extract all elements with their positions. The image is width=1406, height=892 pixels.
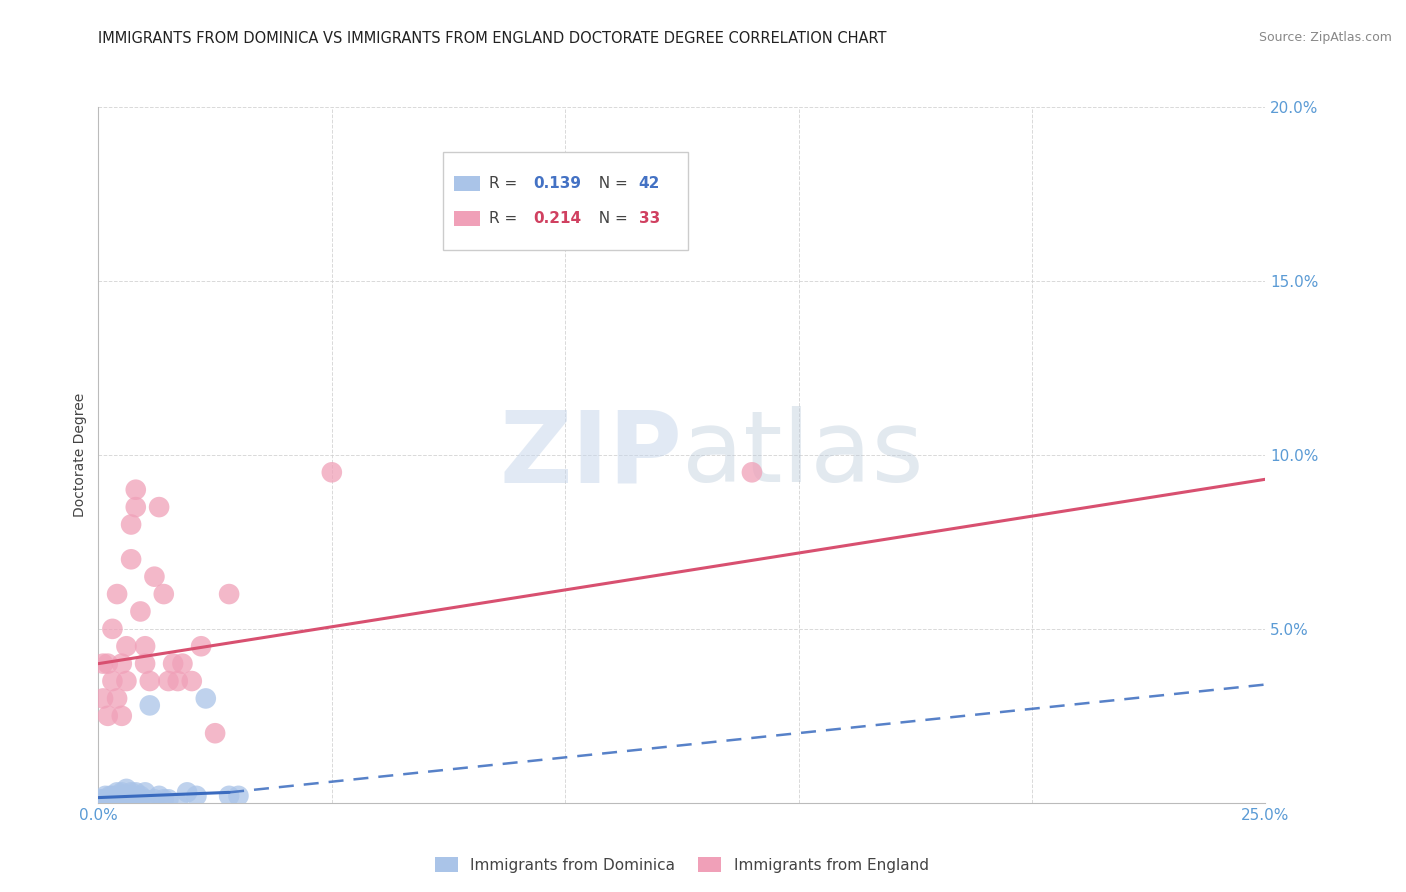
Text: 0.139: 0.139 xyxy=(534,176,582,191)
Point xyxy=(111,785,134,799)
Legend: Immigrants from Dominica, Immigrants from England: Immigrants from Dominica, Immigrants fro… xyxy=(429,850,935,879)
Point xyxy=(97,708,120,723)
Point xyxy=(134,792,156,806)
Point xyxy=(152,587,174,601)
Point xyxy=(134,657,156,671)
Point xyxy=(180,674,202,689)
Point xyxy=(91,691,114,706)
Text: R =: R = xyxy=(489,211,523,226)
Point xyxy=(101,674,124,689)
Point xyxy=(166,796,188,810)
Point xyxy=(101,789,124,803)
Point xyxy=(157,674,180,689)
Point xyxy=(115,639,138,653)
Point xyxy=(204,726,226,740)
Point xyxy=(105,785,128,799)
Point xyxy=(94,789,117,803)
Point xyxy=(218,789,240,803)
Point xyxy=(111,708,134,723)
Point xyxy=(111,657,134,671)
Point xyxy=(115,789,138,803)
Point xyxy=(190,639,212,653)
Point xyxy=(125,483,148,497)
Bar xyxy=(443,153,688,250)
Point xyxy=(129,789,152,803)
Bar xyxy=(454,176,479,191)
Point xyxy=(125,785,148,799)
Point xyxy=(108,792,131,806)
Point xyxy=(120,785,142,799)
Point xyxy=(172,657,194,671)
Point xyxy=(139,674,162,689)
Point xyxy=(152,792,174,806)
Point xyxy=(91,792,114,806)
Point xyxy=(91,657,114,671)
Point xyxy=(186,789,208,803)
Text: N =: N = xyxy=(589,176,633,191)
Point xyxy=(166,674,188,689)
Point xyxy=(120,552,142,566)
Point xyxy=(125,792,148,806)
Point xyxy=(129,605,152,619)
Point xyxy=(111,792,134,806)
Point xyxy=(157,792,180,806)
Point xyxy=(143,792,166,806)
Point xyxy=(105,789,128,803)
Text: ZIP: ZIP xyxy=(499,407,682,503)
Y-axis label: Doctorate Degree: Doctorate Degree xyxy=(73,392,87,517)
Point xyxy=(129,792,152,806)
Point xyxy=(194,691,217,706)
Text: 42: 42 xyxy=(638,176,659,191)
Text: R =: R = xyxy=(489,176,523,191)
Point xyxy=(148,500,170,514)
Text: IMMIGRANTS FROM DOMINICA VS IMMIGRANTS FROM ENGLAND DOCTORATE DEGREE CORRELATION: IMMIGRANTS FROM DOMINICA VS IMMIGRANTS F… xyxy=(98,31,887,46)
Point xyxy=(148,789,170,803)
Point xyxy=(115,781,138,796)
Point xyxy=(115,792,138,806)
Point xyxy=(120,517,142,532)
Point xyxy=(105,587,128,601)
Point xyxy=(115,674,138,689)
Point xyxy=(111,789,134,803)
Point xyxy=(97,657,120,671)
Point xyxy=(105,691,128,706)
Point xyxy=(90,792,112,806)
Point xyxy=(741,466,763,480)
Point xyxy=(104,792,127,806)
Point xyxy=(98,789,121,803)
Point xyxy=(143,570,166,584)
Point xyxy=(120,789,142,803)
Point xyxy=(228,789,250,803)
Point xyxy=(125,500,148,514)
Point xyxy=(111,796,134,810)
Point xyxy=(139,698,162,713)
Text: Source: ZipAtlas.com: Source: ZipAtlas.com xyxy=(1258,31,1392,45)
Point xyxy=(162,657,184,671)
Point xyxy=(120,792,142,806)
Point xyxy=(105,792,128,806)
Point xyxy=(105,796,128,810)
Text: atlas: atlas xyxy=(682,407,924,503)
Point xyxy=(101,792,124,806)
Point xyxy=(321,466,343,480)
Text: 33: 33 xyxy=(638,211,659,226)
Point xyxy=(101,796,124,810)
Bar xyxy=(454,211,479,226)
Point xyxy=(176,785,198,799)
Point xyxy=(97,792,120,806)
Point xyxy=(134,785,156,799)
Text: 0.214: 0.214 xyxy=(534,211,582,226)
Text: N =: N = xyxy=(589,211,633,226)
Point xyxy=(134,639,156,653)
Point xyxy=(101,622,124,636)
Point xyxy=(218,587,240,601)
Point xyxy=(97,796,120,810)
